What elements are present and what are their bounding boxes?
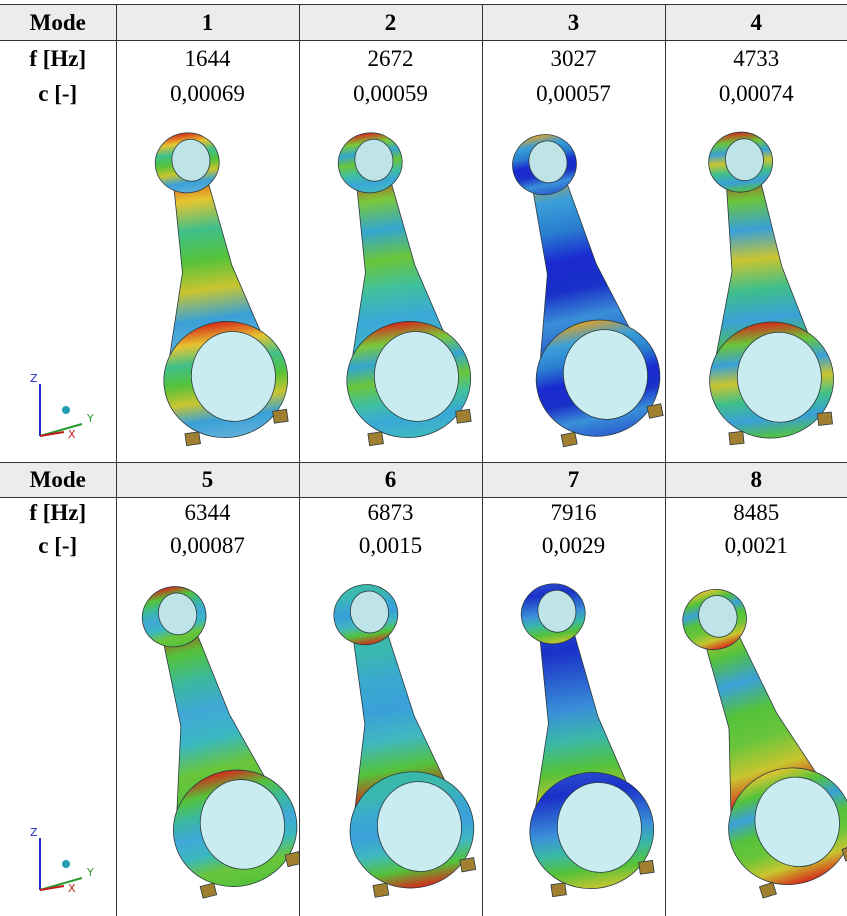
axis-label: Y: [86, 866, 94, 879]
mode-shape: [666, 111, 847, 456]
mode-number: 4: [665, 5, 847, 41]
mode-shape-cell: [665, 562, 847, 916]
cell: 0,00087: [116, 529, 299, 562]
bolt: [367, 431, 383, 445]
mode-number: 7: [482, 462, 665, 497]
axis-triad: Z YX: [0, 111, 115, 456]
cell: 0,00069: [116, 77, 299, 111]
connecting-rod: [129, 123, 295, 447]
row-label: Mode: [0, 5, 116, 41]
mode-number: 6: [299, 462, 482, 497]
row-label: c [-]: [0, 77, 116, 111]
bolt: [647, 403, 663, 418]
mode-shape: [117, 111, 299, 456]
mode-number: 5: [116, 462, 299, 497]
axis-label: Z: [30, 826, 38, 839]
bolt: [184, 431, 200, 445]
mode-shape-cell: [116, 111, 299, 463]
row-label: c [-]: [0, 529, 116, 562]
connecting-rod: [312, 123, 478, 447]
bolt: [728, 431, 743, 444]
mode-number: 1: [116, 5, 299, 41]
cell: 3027: [482, 41, 665, 77]
cell: 7916: [482, 497, 665, 529]
mode-shape-cell: [299, 111, 482, 463]
connecting-rod: [117, 571, 299, 902]
connecting-rod: [683, 124, 839, 445]
cell: 0,0021: [665, 529, 847, 562]
bolt: [550, 883, 566, 897]
mode-shape-cell: [482, 562, 665, 916]
page: {"row_labels": ["Mode", "f [Hz]", "c [-]…: [0, 4, 847, 907]
mode-shape: [117, 562, 299, 910]
bolt: [272, 409, 288, 423]
cell: 8485: [665, 497, 847, 529]
cell: 0,00074: [665, 77, 847, 111]
mode-shape: [483, 562, 665, 910]
mode-shape: [666, 562, 847, 910]
bolt: [459, 858, 475, 872]
cell: 0,00057: [482, 77, 665, 111]
axis-label: Y: [86, 412, 94, 425]
connecting-rod: [307, 573, 482, 900]
row-label: f [Hz]: [0, 41, 116, 77]
bolt: [759, 882, 776, 898]
bolt: [561, 432, 577, 447]
mode-shape-cell: [665, 111, 847, 463]
axis-label: Z: [30, 372, 38, 385]
mode-shape: [483, 111, 665, 456]
cell: 6873: [299, 497, 482, 529]
axis-triad: Z YX: [0, 562, 115, 910]
origin-ball: [62, 860, 70, 868]
bolt: [455, 409, 471, 423]
mode-shape-cell: [482, 111, 665, 463]
cell: 2672: [299, 41, 482, 77]
axis-label: X: [68, 882, 76, 895]
mode-number: 3: [482, 5, 665, 41]
bolt: [638, 860, 654, 874]
bolt: [200, 883, 216, 898]
cell: 6344: [116, 497, 299, 529]
origin-ball: [62, 406, 70, 414]
row-label: Mode: [0, 462, 116, 497]
axis-label: X: [68, 428, 76, 441]
connecting-rod: [485, 120, 665, 449]
cell: 0,00059: [299, 77, 482, 111]
mode-shape-cell: [116, 562, 299, 916]
cell: 0,0029: [482, 529, 665, 562]
connecting-rod: [495, 574, 661, 898]
mode-shape: [300, 111, 482, 456]
row-label: f [Hz]: [0, 497, 116, 529]
mode-shape-cell: [299, 562, 482, 916]
cell: 0,0015: [299, 529, 482, 562]
cell: 1644: [116, 41, 299, 77]
mode-number: 8: [665, 462, 847, 497]
mode-shape: [300, 562, 482, 910]
cell: 4733: [665, 41, 847, 77]
bolt: [372, 883, 388, 897]
bolt: [817, 412, 832, 425]
connecting-rod: [666, 569, 847, 902]
mode-number: 2: [299, 5, 482, 41]
